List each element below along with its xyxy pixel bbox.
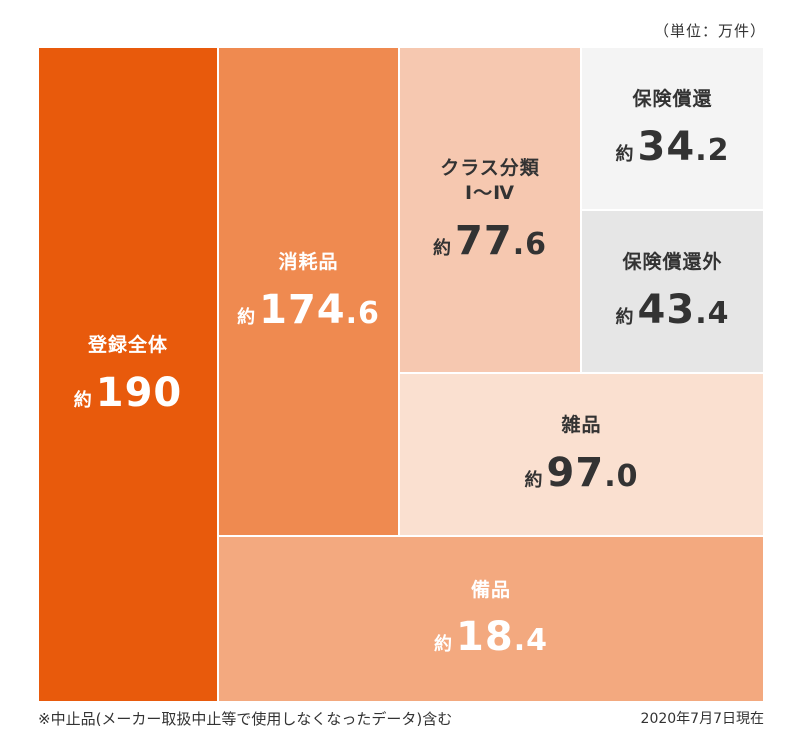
tile-value: 約 77.6 bbox=[433, 218, 547, 264]
tile-class1to4: クラス分類 Ⅰ〜Ⅳ 約 77.6 bbox=[399, 47, 581, 373]
tile-fixtures: 備品約 18.4 bbox=[218, 536, 764, 702]
tile-value: 約 174.6 bbox=[237, 287, 380, 333]
value-prefix: 約 bbox=[615, 143, 634, 165]
tile-value: 約 18.4 bbox=[434, 614, 548, 660]
tile-consumables: 消耗品約 174.6 bbox=[218, 47, 399, 536]
value-decimal: .4 bbox=[513, 623, 548, 659]
value-prefix: 約 bbox=[524, 469, 543, 491]
tile-misc: 雑品約 97.0 bbox=[399, 373, 764, 536]
value-number: 174 bbox=[259, 286, 346, 333]
tile-value: 約 34.2 bbox=[616, 124, 730, 170]
tile-label: クラス分類 Ⅰ〜Ⅳ bbox=[440, 157, 540, 204]
as-of-date: 2020年7月7日現在 bbox=[640, 711, 764, 727]
value-number: 190 bbox=[95, 369, 183, 416]
tile-value: 約 43.4 bbox=[616, 287, 730, 333]
value-number: 43 bbox=[637, 286, 696, 333]
tile-label: 保険償還 bbox=[632, 88, 713, 111]
value-prefix: 約 bbox=[615, 306, 634, 328]
value-decimal: .0 bbox=[604, 458, 639, 494]
unit-label: （単位：万件） bbox=[653, 22, 766, 40]
value-prefix: 約 bbox=[237, 306, 256, 328]
footnote: ※中止品(メーカー取扱中止等で使用しなくなったデータ)含む bbox=[38, 710, 453, 728]
value-number: 77 bbox=[455, 217, 513, 264]
value-prefix: 約 bbox=[434, 634, 453, 656]
value-decimal: .4 bbox=[695, 295, 730, 331]
value-prefix: 約 bbox=[73, 389, 92, 411]
tile-noninsured: 保険償還外約 43.4 bbox=[581, 210, 764, 373]
value-number: 18 bbox=[456, 614, 514, 661]
tile-label: 消耗品 bbox=[278, 251, 339, 274]
tile-label: 雑品 bbox=[561, 414, 602, 437]
value-decimal: .6 bbox=[345, 295, 380, 331]
value-number: 97 bbox=[546, 449, 605, 496]
value-decimal: .2 bbox=[695, 132, 730, 168]
tile-value: 約 190 bbox=[74, 370, 183, 416]
tile-total: 登録全体約 190 bbox=[38, 47, 218, 702]
tile-insured: 保険償還約 34.2 bbox=[581, 47, 764, 210]
tile-label: 備品 bbox=[470, 578, 511, 601]
value-number: 34 bbox=[637, 123, 696, 170]
tile-label: 登録全体 bbox=[87, 334, 168, 357]
value-prefix: 約 bbox=[433, 237, 452, 259]
value-decimal: .6 bbox=[512, 226, 547, 262]
tile-label: 保険償還外 bbox=[622, 251, 723, 274]
tile-value: 約 97.0 bbox=[525, 450, 639, 496]
